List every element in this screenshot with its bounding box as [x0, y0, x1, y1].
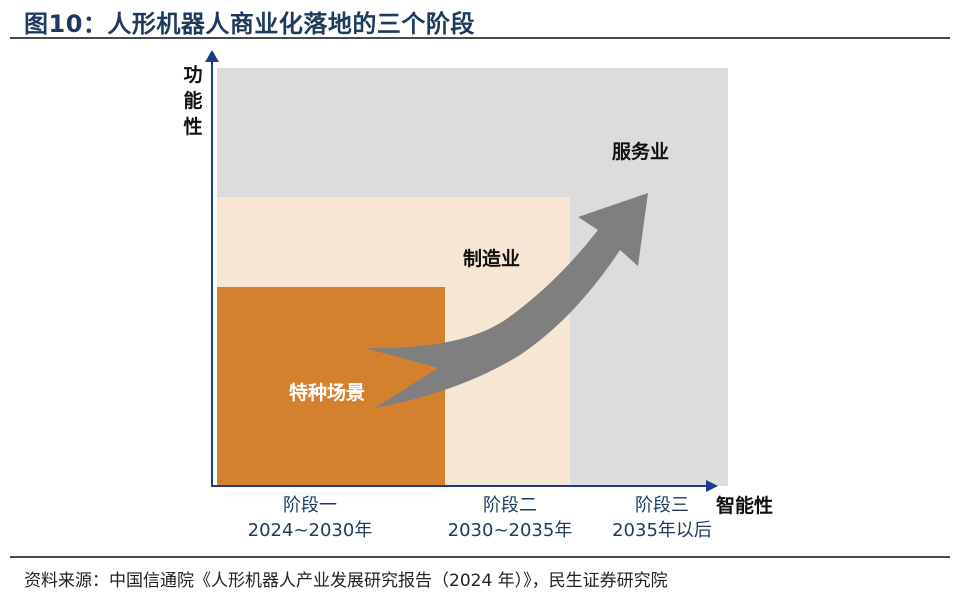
figure-title: 图10：人形机器人商业化落地的三个阶段	[24, 10, 475, 38]
stage-name: 阶段一	[283, 495, 337, 516]
x-axis-arrow-icon	[706, 480, 718, 492]
y-axis-label-char: 功	[183, 64, 203, 86]
stage-name: 阶段三	[635, 495, 689, 516]
title-divider	[10, 37, 950, 39]
stage-period: 2035年以后	[612, 520, 712, 541]
x-axis-label: 智能性	[716, 495, 774, 517]
stage-3: 阶段三 2035年以后	[582, 493, 742, 543]
manufacturing-zone-label: 制造业	[463, 248, 521, 270]
stage-period: 2024~2030年	[247, 520, 373, 541]
special-zone-label: 特种场景	[289, 382, 366, 404]
y-axis-label-char: 性	[183, 116, 203, 138]
stage-2: 阶段二 2030~2035年	[430, 493, 590, 543]
service-zone-label: 服务业	[612, 141, 670, 163]
y-axis-label-char: 能	[183, 90, 203, 112]
stage-name: 阶段二	[483, 495, 537, 516]
y-axis-line	[211, 55, 213, 487]
source-note: 资料来源：中国信通院《人形机器人产业发展研究报告（2024 年）》，民生证券研究…	[24, 571, 668, 591]
stage-1: 阶段一 2024~2030年	[230, 493, 390, 543]
x-axis-line	[211, 485, 710, 487]
y-axis-label: 功 能 性	[181, 62, 205, 140]
source-divider	[10, 556, 950, 558]
y-axis-arrow-icon	[205, 50, 219, 62]
stage-period: 2030~2035年	[447, 520, 573, 541]
